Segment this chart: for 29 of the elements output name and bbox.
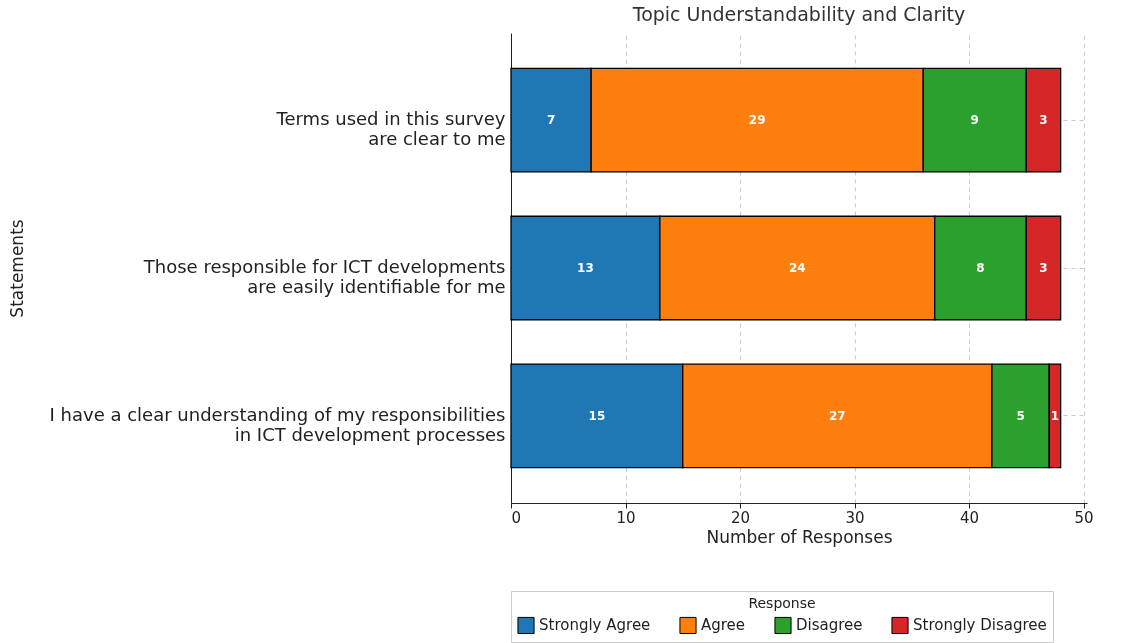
legend-label: Disagree bbox=[796, 616, 863, 635]
x-tick-label: 10 bbox=[616, 508, 636, 527]
x-tick-label: 40 bbox=[960, 508, 980, 527]
data-label: 7 bbox=[546, 113, 556, 128]
x-tick-label: 30 bbox=[845, 508, 865, 527]
y-axis-title: Statements bbox=[6, 219, 27, 318]
data-label: 13 bbox=[577, 261, 594, 275]
legend-title: Response bbox=[748, 595, 816, 611]
data-label: 9 bbox=[970, 113, 979, 128]
data-label: 15 bbox=[588, 408, 606, 423]
data-label: 8 bbox=[976, 261, 985, 275]
data-label: 24 bbox=[788, 261, 806, 275]
x-tick-label: 50 bbox=[1074, 508, 1094, 527]
chart-title: Topic Understandability and Clarity bbox=[631, 3, 966, 25]
legend-label: Strongly Agree bbox=[539, 616, 651, 635]
data-label: 29 bbox=[748, 113, 766, 128]
data-label: 5 bbox=[1016, 408, 1025, 423]
y-tick-label: Those responsible for ICT developments are easily identifiable for me bbox=[142, 256, 506, 297]
data-label: 3 bbox=[1039, 261, 1048, 275]
legend-label: Strongly Disagree bbox=[913, 616, 1047, 635]
x-tick-label: 20 bbox=[730, 508, 751, 527]
x-axis-title: Number of Responses bbox=[706, 526, 893, 547]
data-label: 3 bbox=[1039, 113, 1048, 128]
data-label: 1 bbox=[1050, 408, 1060, 423]
y-tick-label: I have a clear understanding of my responsibilities in ICT development processes bbox=[49, 403, 506, 445]
x-tick-label: 0 bbox=[511, 508, 522, 527]
data-label: 27 bbox=[829, 408, 846, 423]
legend-label: Agree bbox=[701, 616, 746, 635]
y-tick-label: Terms used in this survey are clear to me bbox=[275, 108, 506, 150]
